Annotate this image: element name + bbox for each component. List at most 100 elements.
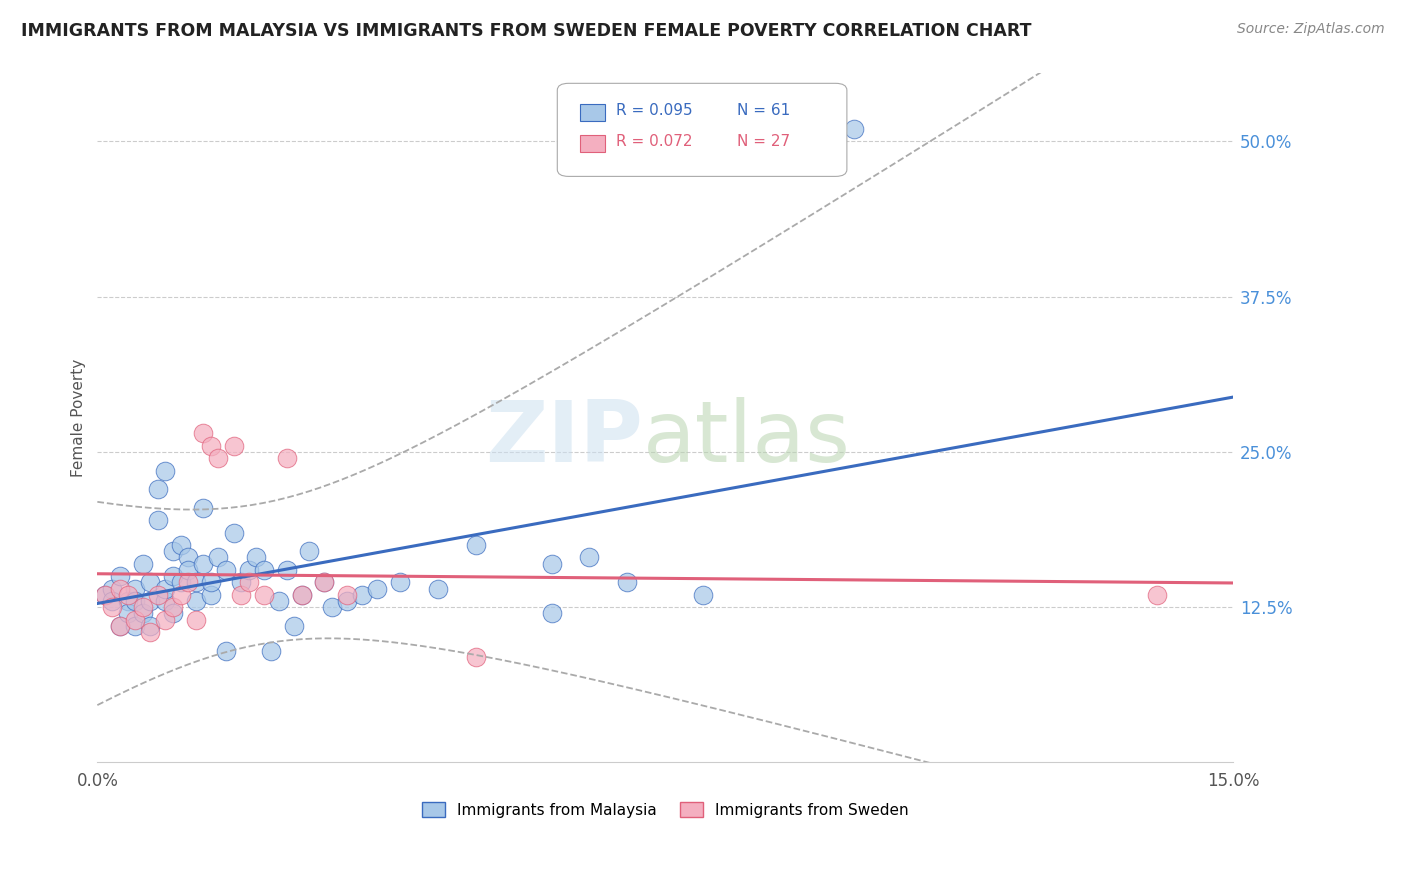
Point: [108, 569, 131, 583]
Point: [139, 619, 162, 633]
Point: [146, 513, 169, 527]
Point: [238, 575, 260, 590]
Point: [193, 500, 215, 515]
Point: [132, 557, 155, 571]
Point: [231, 588, 253, 602]
Y-axis label: Female Poverty: Female Poverty: [72, 359, 86, 477]
Point: [155, 582, 177, 596]
Point: [283, 619, 305, 633]
Point: [169, 575, 191, 590]
Point: [177, 550, 200, 565]
Point: [162, 544, 184, 558]
Point: [124, 594, 146, 608]
Point: [314, 575, 336, 590]
Point: [101, 594, 124, 608]
Point: [389, 575, 412, 590]
Point: [117, 607, 139, 621]
Point: [291, 588, 314, 602]
Point: [427, 582, 450, 596]
Point: [267, 594, 290, 608]
Point: [139, 575, 162, 590]
Point: [540, 607, 562, 621]
Point: [162, 607, 184, 621]
FancyBboxPatch shape: [581, 135, 605, 152]
Point: [215, 643, 238, 657]
Point: [578, 550, 600, 565]
Point: [692, 588, 714, 602]
Point: [336, 594, 359, 608]
Point: [169, 588, 191, 602]
Point: [366, 582, 388, 596]
Point: [200, 575, 222, 590]
Point: [207, 550, 229, 565]
FancyBboxPatch shape: [581, 103, 605, 120]
Point: [207, 451, 229, 466]
Point: [101, 600, 124, 615]
Point: [464, 538, 486, 552]
Text: Source: ZipAtlas.com: Source: ZipAtlas.com: [1237, 22, 1385, 37]
Point: [193, 426, 215, 441]
Text: ZIP: ZIP: [485, 397, 643, 480]
Text: atlas: atlas: [643, 397, 851, 480]
Point: [132, 600, 155, 615]
Point: [193, 557, 215, 571]
Point: [132, 607, 155, 621]
Point: [124, 619, 146, 633]
Point: [139, 625, 162, 640]
Point: [108, 619, 131, 633]
Point: [162, 569, 184, 583]
Point: [124, 582, 146, 596]
Point: [94, 588, 117, 602]
Point: [101, 582, 124, 596]
Point: [222, 525, 245, 540]
Point: [336, 588, 359, 602]
Point: [162, 600, 184, 615]
Text: R = 0.072: R = 0.072: [616, 135, 693, 150]
Point: [321, 600, 343, 615]
Point: [238, 563, 260, 577]
Text: R = 0.095: R = 0.095: [616, 103, 693, 119]
Point: [540, 557, 562, 571]
Point: [108, 619, 131, 633]
Point: [253, 563, 276, 577]
Point: [117, 588, 139, 602]
Point: [184, 613, 207, 627]
Point: [94, 588, 117, 602]
Point: [155, 594, 177, 608]
Point: [146, 588, 169, 602]
Point: [253, 588, 276, 602]
Point: [231, 575, 253, 590]
Point: [844, 121, 866, 136]
Point: [200, 588, 222, 602]
Point: [352, 588, 374, 602]
Point: [215, 563, 238, 577]
Point: [276, 563, 298, 577]
Text: N = 61: N = 61: [737, 103, 790, 119]
Point: [291, 588, 314, 602]
Point: [222, 439, 245, 453]
Point: [616, 575, 638, 590]
Point: [146, 482, 169, 496]
Point: [139, 594, 162, 608]
Point: [155, 463, 177, 477]
Point: [184, 575, 207, 590]
Text: N = 27: N = 27: [737, 135, 790, 150]
Point: [155, 613, 177, 627]
Point: [177, 563, 200, 577]
Legend: Immigrants from Malaysia, Immigrants from Sweden: Immigrants from Malaysia, Immigrants fro…: [416, 796, 914, 823]
Point: [124, 613, 146, 627]
Point: [117, 594, 139, 608]
Point: [1146, 588, 1168, 602]
Point: [169, 538, 191, 552]
Point: [245, 550, 267, 565]
Point: [276, 451, 298, 466]
Text: IMMIGRANTS FROM MALAYSIA VS IMMIGRANTS FROM SWEDEN FEMALE POVERTY CORRELATION CH: IMMIGRANTS FROM MALAYSIA VS IMMIGRANTS F…: [21, 22, 1032, 40]
Point: [260, 643, 283, 657]
Point: [108, 582, 131, 596]
Point: [298, 544, 321, 558]
Point: [314, 575, 336, 590]
Point: [464, 649, 486, 664]
Point: [200, 439, 222, 453]
Point: [177, 575, 200, 590]
FancyBboxPatch shape: [557, 83, 846, 177]
